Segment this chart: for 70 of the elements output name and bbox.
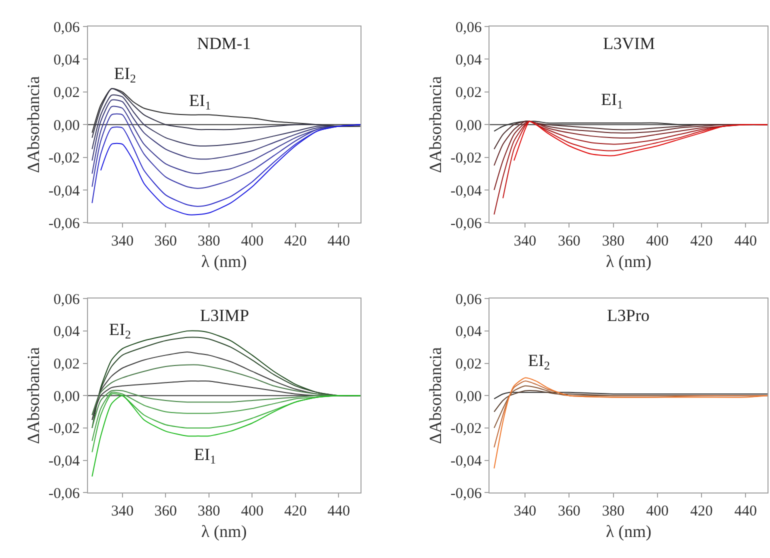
x-tick-label: 420 (284, 234, 307, 250)
annotation: EI$_{2}$ (109, 320, 132, 342)
y-tick-label: -0,04 (450, 183, 482, 200)
y-tick-label: 0,04 (54, 324, 80, 340)
annotation: EI$_{1}$ (194, 445, 216, 467)
y-axis-title: ΔAbsorbancia (24, 346, 44, 444)
y-tick-label: 0,02 (54, 85, 80, 102)
x-axis-title: λ (nm) (201, 252, 247, 272)
y-axis-title: ΔAbsorbancia (24, 76, 44, 174)
y-tick-label: 0,00 (54, 118, 80, 134)
y-tick-label: 0,04 (455, 324, 482, 340)
x-tick-label: 440 (327, 234, 350, 250)
x-tick-label: 420 (284, 504, 307, 520)
y-tick-label: -0,06 (450, 216, 482, 232)
x-tick-label: 420 (690, 504, 713, 520)
y-axis-title: ΔAbsorbancia (426, 346, 446, 444)
y-tick-label: -0,04 (48, 454, 80, 470)
annotation: EI$_{2}$ (528, 351, 550, 373)
y-tick-label: 0,06 (455, 292, 482, 308)
x-tick-label: 380 (602, 234, 625, 250)
y-tick-label: -0,06 (48, 216, 80, 232)
x-tick-label: 440 (327, 504, 350, 520)
x-tick-label: 340 (514, 234, 536, 250)
x-tick-label: 380 (198, 504, 220, 520)
x-tick-label: 440 (734, 504, 757, 520)
y-tick-label: -0,04 (48, 183, 80, 200)
x-tick-label: 420 (690, 234, 713, 250)
annotation: EI$_{2}$ (114, 64, 136, 86)
text: L3VIM (603, 34, 655, 53)
x-tick-label: 360 (154, 504, 177, 520)
y-tick-label: -0,06 (48, 486, 80, 502)
y-tick-label: 0,06 (455, 20, 482, 36)
x-axis-title: λ (nm) (606, 522, 652, 542)
x-tick-label: 380 (602, 504, 625, 520)
chart-title: L3IMP (200, 306, 250, 325)
y-tick-label: 0,00 (54, 388, 80, 405)
x-tick-label: 400 (240, 234, 264, 250)
x-tick-label: 360 (558, 234, 580, 250)
y-tick-label: 0,00 (455, 388, 482, 405)
y-tick-label: 0,06 (54, 20, 80, 36)
x-axis-title: λ (nm) (606, 252, 652, 272)
y-tick-label: 0,06 (54, 292, 80, 308)
x-tick-label: 400 (240, 504, 264, 520)
y-tick-label: 0,02 (455, 356, 482, 373)
text: NDM-1 (197, 34, 251, 53)
chart-title: L3Pro (607, 306, 650, 325)
x-tick-label: 380 (198, 234, 220, 250)
x-tick-label: 360 (558, 504, 580, 520)
y-tick-label: 0,00 (455, 118, 482, 134)
x-tick-label: 360 (154, 234, 177, 250)
x-tick-label: 400 (646, 504, 669, 520)
y-axis-title: ΔAbsorbancia (426, 76, 446, 174)
x-axis-title: λ (nm) (201, 522, 247, 542)
x-tick-label: 400 (646, 234, 669, 250)
y-tick-label: -0,02 (450, 421, 482, 438)
annotation: EI$_{1}$ (189, 91, 212, 113)
x-tick-label: 340 (514, 504, 536, 520)
y-tick-label: 0,04 (455, 52, 482, 68)
y-tick-label: 0,04 (54, 52, 80, 68)
x-tick-label: 340 (111, 234, 134, 250)
y-tick-label: 0,02 (54, 356, 80, 373)
y-tick-label: -0,02 (48, 150, 80, 167)
y-tick-label: -0,02 (450, 150, 482, 167)
x-tick-label: 440 (734, 234, 757, 250)
y-tick-label: -0,04 (450, 454, 482, 470)
y-tick-label: -0,06 (450, 486, 482, 502)
x-tick-label: 340 (111, 504, 134, 520)
annotation: EI$_{1}$ (601, 90, 624, 112)
y-tick-label: 0,02 (455, 85, 482, 102)
y-tick-label: -0,02 (48, 421, 80, 438)
